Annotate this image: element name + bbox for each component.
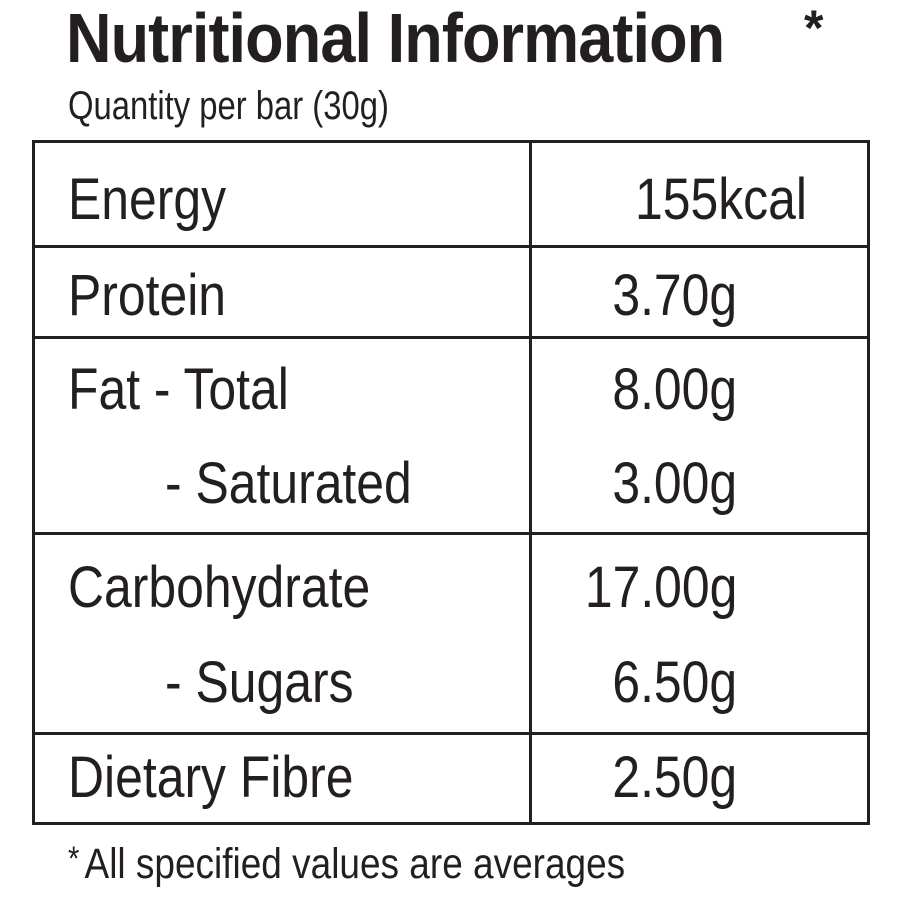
row-label-dietary-fibre: Dietary Fibre [68, 745, 354, 810]
footnote-text: All specified values are averages [84, 840, 626, 888]
row-value-carbohydrate: 17.00g [584, 555, 737, 620]
row-label-fat-total: Fat - Total [68, 357, 289, 422]
row-value-sugars: 6.50g [612, 650, 737, 715]
row-divider [35, 532, 867, 535]
row-label-carbohydrate: Carbohydrate [68, 555, 371, 620]
row-value-dietary-fibre: 2.50g [612, 745, 737, 810]
title-asterisk: * [804, 0, 824, 56]
row-divider [35, 245, 867, 248]
row-value-saturated: 3.00g [612, 451, 737, 516]
nutrition-table: Energy 155kcal Protein 3.70g Fat - Total… [32, 140, 870, 825]
footnote: * All specified values are averages [68, 832, 625, 891]
row-label-sugars: - Sugars [165, 650, 354, 715]
footnote-asterisk: * [68, 840, 80, 878]
row-divider [35, 336, 867, 339]
row-value-protein: 3.70g [612, 263, 737, 328]
row-label-protein: Protein [68, 263, 227, 328]
row-label-saturated: - Saturated [165, 451, 412, 516]
title: Nutritional Information [66, 0, 725, 77]
row-label-energy: Energy [68, 167, 227, 232]
row-value-energy: 155kcal [635, 167, 807, 232]
subtitle: Quantity per bar (30g) [68, 84, 389, 128]
row-value-fat-total: 8.00g [612, 357, 737, 422]
column-divider [529, 143, 532, 822]
row-divider [35, 732, 867, 735]
